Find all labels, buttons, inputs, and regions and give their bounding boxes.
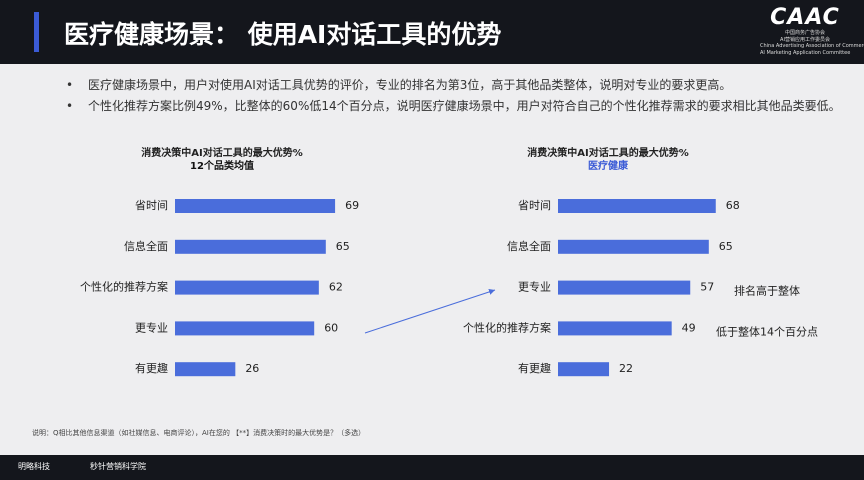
- value-label: 62: [329, 281, 343, 294]
- bar: [558, 239, 709, 254]
- value-label: 68: [726, 199, 740, 212]
- category-label: 更专业: [135, 320, 168, 334]
- bar: [558, 362, 610, 377]
- footer: 明略科技 秒针营销科学院: [0, 455, 864, 480]
- category-label: 省时间: [518, 199, 551, 212]
- bar: [558, 199, 716, 213]
- bullet: 个性化推荐方案比例49%，比整体的60%低14个百分点，说明医疗健康场景中，用户…: [66, 97, 846, 115]
- value-label: 65: [719, 240, 733, 253]
- bar: [175, 321, 315, 336]
- category-label: 有更趣: [518, 361, 551, 375]
- value-label: 57: [700, 281, 714, 294]
- bar: [175, 199, 336, 213]
- logo-name: CAAC: [770, 5, 840, 30]
- caac-logo: CAAC 中国商务广告协会 AI营销应用工作委员会 China Advertis…: [760, 5, 864, 56]
- annotation: 排名高于整体: [734, 284, 800, 298]
- bullet-list: 医疗健康场景中，用户对使用AI对话工具优势的评价，专业的排名为第3位，高于其他品…: [66, 76, 846, 118]
- category-label: 信息全面: [507, 239, 551, 253]
- value-label: 26: [245, 362, 259, 375]
- logo-line: AI营销应用工作委员会: [780, 36, 830, 43]
- value-label: 49: [682, 321, 696, 334]
- category-label: 个性化的推荐方案: [463, 320, 551, 334]
- bar: [175, 239, 326, 254]
- annotation: 低于整体14个百分点: [716, 324, 818, 338]
- header: 医疗健康场景： 使用AI对话工具的优势 CAAC 中国商务广告协会 AI营销应用…: [0, 0, 864, 64]
- value-label: 22: [619, 362, 633, 375]
- logo-line: China Advertising Association of Commerc…: [760, 43, 864, 49]
- footer-logo: 明略科技: [18, 462, 50, 471]
- bar: [558, 280, 691, 295]
- arrow: [364, 289, 496, 334]
- bullet: 医疗健康场景中，用户对使用AI对话工具优势的评价，专业的排名为第3位，高于其他品…: [66, 76, 846, 94]
- value-label: 65: [336, 240, 350, 253]
- footer-logo: 秒针营销科学院: [90, 462, 146, 471]
- bar: [558, 321, 672, 336]
- footnote: 说明：Q相比其他信息渠道（如社媒信息、电商评论），AI在您的 【**】消费决策时…: [32, 429, 366, 437]
- slide-title: 医疗健康场景： 使用AI对话工具的优势: [64, 20, 502, 49]
- value-label: 69: [345, 199, 359, 212]
- category-label: 更专业: [518, 280, 551, 294]
- category-label: 信息全面: [124, 239, 168, 253]
- category-label: 有更趣: [135, 361, 168, 375]
- bar: [175, 362, 236, 377]
- bar: [175, 280, 319, 295]
- category-label: 省时间: [135, 199, 168, 212]
- chart-title: 消费决策中AI对话工具的最大优势%: [141, 146, 302, 159]
- chart-subtitle: 医疗健康: [588, 159, 629, 172]
- value-label: 60: [324, 321, 338, 334]
- logo-line: AI Marketing Application Committee: [760, 49, 851, 56]
- accent-bar: [34, 12, 39, 52]
- logo-line: 中国商务广告协会: [784, 30, 825, 36]
- category-label: 个性化的推荐方案: [80, 280, 168, 294]
- chart-title: 消费决策中AI对话工具的最大优势%: [527, 146, 688, 159]
- chart-subtitle: 12个品类均值: [190, 159, 254, 172]
